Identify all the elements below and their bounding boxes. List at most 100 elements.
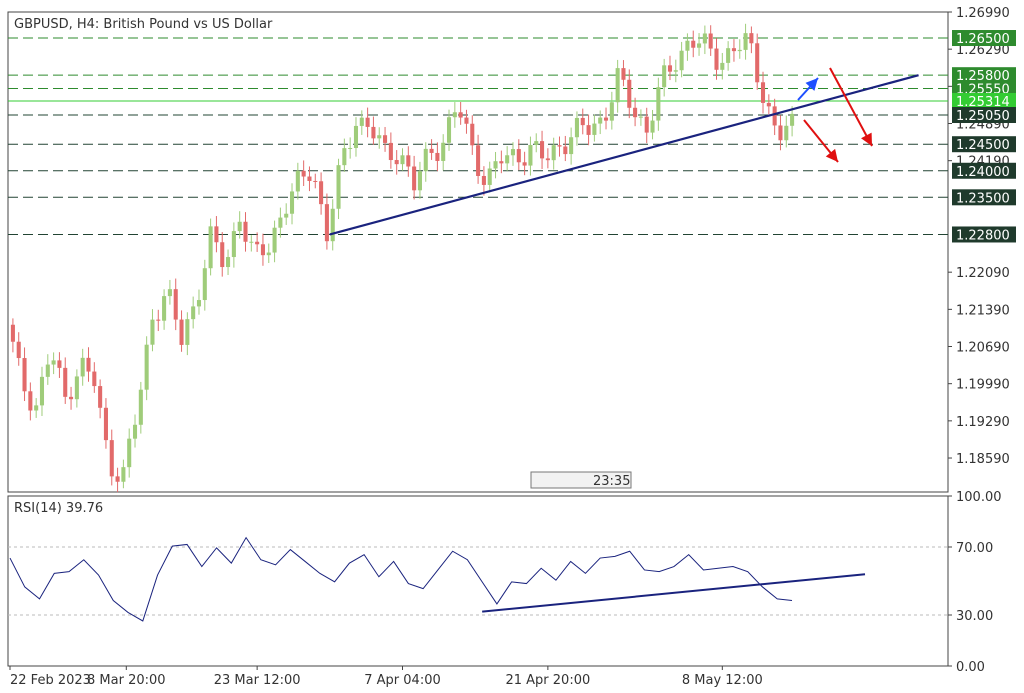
candle-body <box>557 145 562 147</box>
time-tick-label: 22 Feb 2023 <box>10 673 91 688</box>
candle-body <box>481 175 486 185</box>
candle-body <box>446 117 452 143</box>
price-tick-label: 1.19290 <box>956 415 1010 430</box>
candle-body <box>551 145 556 161</box>
candle-body <box>574 117 579 138</box>
candle-body <box>191 306 196 320</box>
price-tick-label: 1.26290 <box>956 43 1010 58</box>
candle-body <box>691 40 696 48</box>
candle-body <box>220 242 225 268</box>
candle-body <box>487 168 492 185</box>
candle-body <box>720 62 725 70</box>
candle-body <box>109 440 114 477</box>
scroll-marker-time: 23:35 <box>593 474 630 489</box>
candle-body <box>638 116 643 118</box>
candle-body <box>499 161 504 164</box>
candle-body <box>563 146 568 155</box>
price-trendline-line <box>329 74 919 236</box>
candle-body <box>289 191 295 214</box>
level-tag <box>952 92 1016 109</box>
candle-body <box>702 33 707 44</box>
candle-body <box>708 33 713 49</box>
candle-body <box>621 68 626 80</box>
candle-body <box>476 145 481 176</box>
candle-body <box>377 135 382 139</box>
rsi-plot-frame <box>7 495 949 667</box>
arrow-head <box>825 148 838 162</box>
price-trendline <box>329 74 919 236</box>
candle-body <box>266 252 271 256</box>
candle-body <box>57 360 62 368</box>
candle-body <box>598 117 603 124</box>
price-levels: 1.265001.258001.255501.253141.250501.245… <box>8 30 1016 243</box>
candle-body <box>580 117 585 126</box>
candle-body <box>353 125 359 148</box>
candle-body <box>150 319 155 345</box>
candle-body <box>522 162 527 166</box>
level-tag <box>952 67 1016 84</box>
candle-body <box>790 113 795 126</box>
candle-body <box>237 221 242 232</box>
candle-body <box>208 226 213 269</box>
level-tag-label: 1.23500 <box>956 191 1010 206</box>
candle-body <box>493 161 498 169</box>
scroll-marker-box <box>530 471 632 489</box>
price-tick-label: 1.22090 <box>956 266 1010 281</box>
candle-body <box>295 170 300 192</box>
candle-body <box>324 204 329 242</box>
candle-body <box>231 231 236 258</box>
level-tag-label: 1.25314 <box>956 95 1010 110</box>
candle-body <box>98 386 103 408</box>
candle-body <box>196 300 202 307</box>
candle-body <box>429 148 434 153</box>
level-tag <box>952 107 1016 124</box>
candle-body <box>586 125 591 135</box>
candle-body <box>63 367 68 397</box>
candle-body <box>778 125 783 141</box>
candle-body <box>633 107 638 118</box>
level-tag <box>952 189 1016 206</box>
time-tick-label: 7 Apr 04:00 <box>364 673 441 688</box>
candle-body <box>74 376 79 400</box>
candle-body <box>673 70 678 72</box>
candle-body <box>348 147 353 149</box>
candle-body <box>185 319 190 345</box>
rsi-panel[interactable] <box>7 495 949 667</box>
scroll-marker[interactable]: 23:35 <box>530 471 632 489</box>
candle-body <box>400 155 405 165</box>
candle-body <box>156 319 161 321</box>
candle-body <box>173 289 178 320</box>
candle-body <box>330 208 335 242</box>
level-tag <box>952 80 1016 97</box>
candle-body <box>301 170 306 177</box>
level-tag-label: 1.22800 <box>956 228 1010 243</box>
candle-body <box>39 376 45 406</box>
candle-body <box>644 116 649 133</box>
candle-body <box>307 176 312 181</box>
candle-body <box>179 319 184 345</box>
time-tick-label: 8 Mar 20:00 <box>87 673 166 688</box>
candle-body <box>260 244 265 256</box>
candle-body <box>435 152 440 161</box>
candle-body <box>417 171 422 191</box>
candle-body <box>342 148 347 166</box>
candle-body <box>202 268 207 301</box>
candle-body <box>662 65 667 88</box>
candle-body <box>121 467 126 482</box>
rsi-line <box>9 536 793 622</box>
candle-body <box>569 137 574 155</box>
candle-body <box>69 396 74 400</box>
price-panel[interactable] <box>7 11 949 493</box>
candle-body <box>458 112 463 118</box>
level-tag-label: 1.24000 <box>956 165 1010 180</box>
candle-body <box>92 371 97 387</box>
candle-body <box>28 391 33 411</box>
candle-body <box>34 405 39 411</box>
rsi-tick-label: 0.00 <box>956 660 985 675</box>
candle-body <box>16 341 21 359</box>
candle-body <box>132 424 138 439</box>
candle-body <box>760 82 766 103</box>
price-plot-frame <box>7 11 949 493</box>
